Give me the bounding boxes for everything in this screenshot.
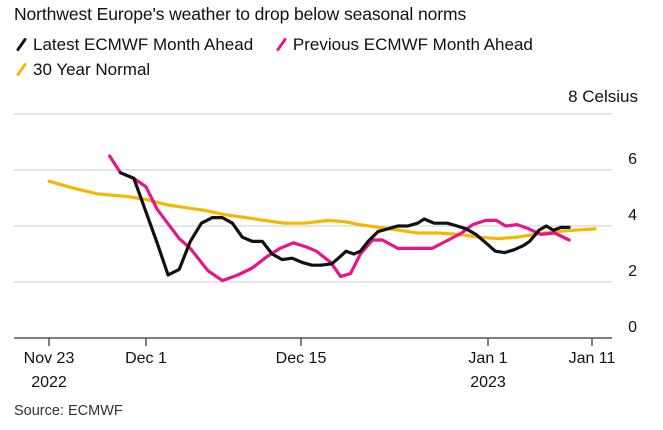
- series-line-previous: [107, 154, 571, 283]
- legend: Latest ECMWF Month Ahead Previous ECMWF …: [14, 33, 654, 83]
- gridlines: [14, 113, 612, 283]
- x-tick-label-1: Dec 1: [125, 350, 167, 367]
- series-lines: [47, 154, 597, 283]
- y-tick-label-0: 0: [628, 319, 637, 336]
- legend-item-normal: 30 Year Normal: [14, 58, 150, 81]
- x-axis: Nov 23 2022 Dec 1 Dec 15 Jan 1 2023 Jan 11: [14, 337, 616, 391]
- y-tick-label-6: 6: [628, 151, 637, 168]
- x-tick-label-0: Nov 23: [24, 350, 75, 367]
- legend-label-latest: Latest ECMWF Month Ahead: [33, 35, 254, 54]
- legend-label-previous: Previous ECMWF Month Ahead: [292, 35, 533, 54]
- y-tick-labels: 0 2 4 6: [628, 151, 637, 336]
- source-note: Source: ECMWF: [14, 403, 123, 419]
- x-tick-label-3: Jan 1: [468, 350, 507, 367]
- x-tick-sublabel-0: 2022: [31, 374, 67, 391]
- x-tick-label-2: Dec 15: [276, 350, 327, 367]
- legend-label-normal: 30 Year Normal: [33, 60, 151, 79]
- y-tick-label-4: 4: [628, 207, 637, 224]
- series-line-latest: [118, 171, 571, 277]
- legend-item-latest: Latest ECMWF Month Ahead: [14, 33, 253, 56]
- legend-item-previous: Previous ECMWF Month Ahead: [274, 33, 533, 56]
- x-tick-label-4: Jan 11: [569, 350, 616, 367]
- y-tick-label-2: 2: [628, 263, 637, 280]
- chart-title: Northwest Europe's weather to drop below…: [14, 4, 467, 24]
- y-axis-unit-label: 8 Celsius: [568, 87, 638, 106]
- x-tick-sublabel-3: 2023: [470, 374, 506, 391]
- series-line-normal: [47, 179, 597, 241]
